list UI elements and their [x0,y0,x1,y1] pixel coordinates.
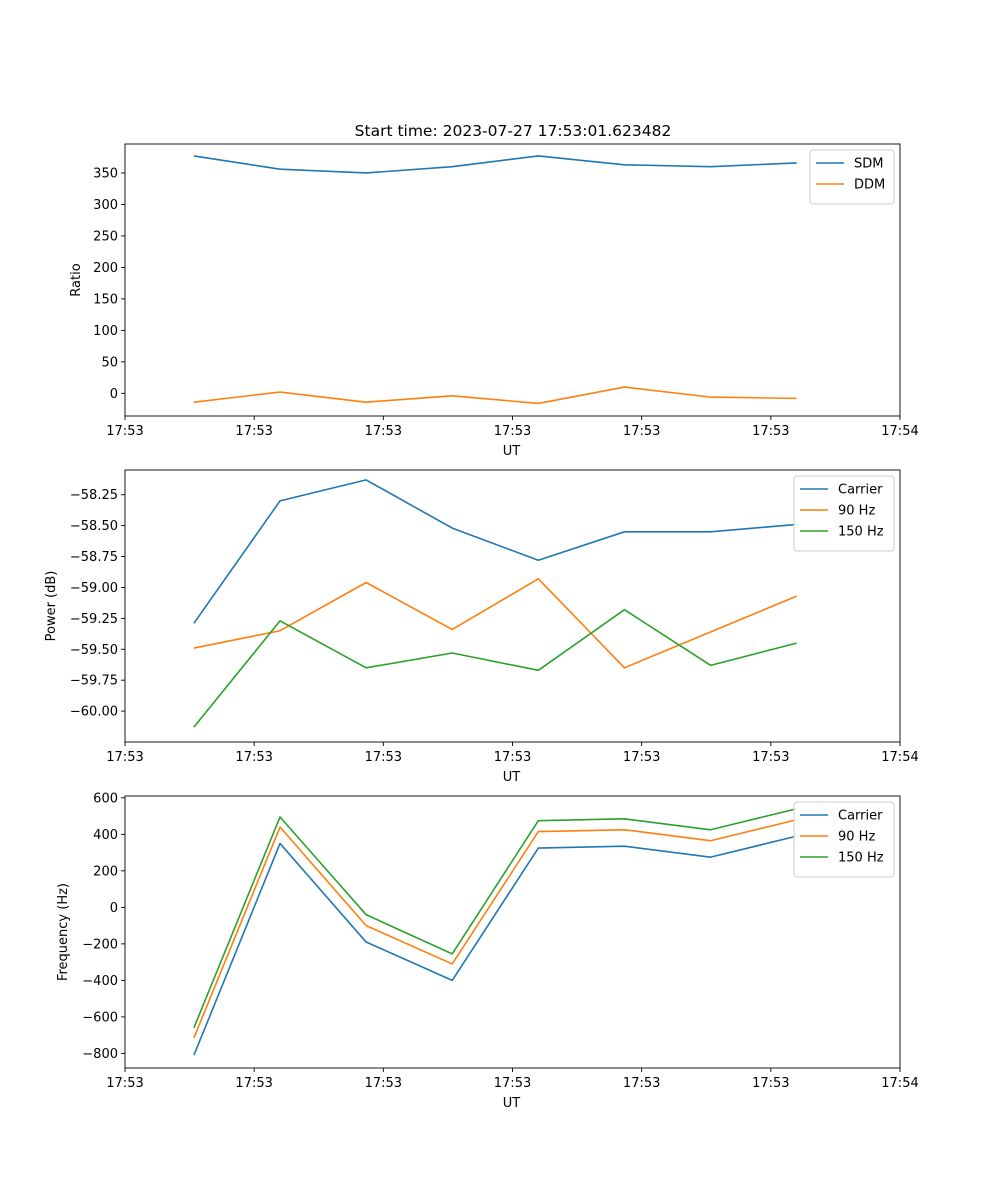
legend: SDM DDM [809,149,895,205]
x-tick-label: 17:53 [494,424,531,439]
y-tick-label: 0 [110,901,118,916]
y-axis-label: Frequency (Hz) [56,883,71,981]
x-tick-label: 17:53 [623,1076,660,1091]
x-tick-label: 17:53 [365,1076,402,1091]
legend-box [793,801,895,878]
ratio-panel: 17:53 17:53 17:53 17:53 17:53 17:53 17:54 0 50 10… [69,143,919,459]
power-panel: 17:53 17:53 17:53 17:53 17:53 17:53 17:54 −60.0… [44,469,919,785]
y-tick-label: −59.00 [70,581,118,596]
y-tick-label: −59.50 [70,643,118,658]
x-axis-label: UT [503,444,521,459]
y-tick-label: −600 [82,1010,118,1025]
y-tick-label: 200 [93,864,118,879]
x-tick-label: 17:53 [752,424,789,439]
legend: Carrier 90 Hz 150 Hz [793,801,895,878]
legend-label-90-hz: 90 Hz [838,830,875,845]
x-tick-label: 17:53 [235,750,272,765]
figure-title: Start time: 2023-07-27 17:53:01.623482 [355,122,672,140]
y-tick-label: 350 [93,166,118,181]
y-axis-label: Ratio [69,263,84,296]
x-tick-label: 17:53 [494,750,531,765]
legend-label-carrier: Carrier [838,483,883,498]
y-tick-label: 150 [93,292,118,307]
x-tick-label: 17:53 [106,424,143,439]
series-line-ddm [193,386,797,405]
x-tick-label: 17:54 [881,1076,918,1091]
legend-label-150-hz: 150 Hz [838,525,884,540]
y-tick-label: −200 [82,937,118,952]
legend-box [793,475,895,552]
x-tick-label: 17:53 [752,750,789,765]
x-tick-label: 17:54 [881,424,918,439]
y-tick-label: −58.25 [70,488,118,503]
frequency-panel: 17:53 17:53 17:53 17:53 17:53 17:53 17:54 −800 −… [56,791,919,1111]
x-tick-label: 17:53 [106,750,143,765]
x-tick-label: 17:53 [235,1076,272,1091]
series-line-carrier [193,479,797,624]
y-tick-label: 50 [101,355,118,370]
series-line-sdm [193,155,797,174]
y-tick-label: −58.75 [70,550,118,565]
legend-label-sdm: SDM [854,157,883,172]
legend-label-ddm: DDM [854,178,885,193]
series-line-90-hz [193,818,797,1039]
y-tick-label: 0 [110,387,118,402]
x-axis-label: UT [503,1096,521,1111]
y-tick-label: 200 [93,261,118,276]
series-line-90-hz [193,577,797,669]
y-tick-label: −400 [82,974,118,989]
y-tick-label: −800 [82,1047,118,1062]
y-tick-label: 300 [93,198,118,213]
legend-label-carrier: Carrier [838,809,883,824]
x-tick-label: 17:53 [365,750,402,765]
y-tick-label: −59.75 [70,674,118,689]
x-tick-label: 17:53 [235,424,272,439]
x-axis-label: UT [503,770,521,785]
x-tick-label: 17:53 [106,1076,143,1091]
legend-label-150-hz: 150 Hz [838,851,884,866]
series-line-150-hz [193,608,797,728]
legend: Carrier 90 Hz 150 Hz [793,475,895,552]
x-tick-label: 17:54 [881,750,918,765]
x-tick-label: 17:53 [623,750,660,765]
y-tick-label: −60.00 [70,705,118,720]
y-tick-label: 400 [93,828,118,843]
x-tick-label: 17:53 [494,1076,531,1091]
series-line-carrier [193,835,797,1056]
y-tick-label: −58.50 [70,519,118,534]
y-tick-label: −59.25 [70,612,118,627]
y-tick-label: 600 [93,791,118,806]
y-tick-label: 250 [93,229,118,244]
x-tick-label: 17:53 [752,1076,789,1091]
x-tick-label: 17:53 [365,424,402,439]
legend-label-90-hz: 90 Hz [838,504,875,519]
series-line-150-hz [193,808,797,1029]
x-tick-label: 17:53 [623,424,660,439]
y-axis-label: Power (dB) [44,571,59,642]
y-tick-label: 100 [93,324,118,339]
